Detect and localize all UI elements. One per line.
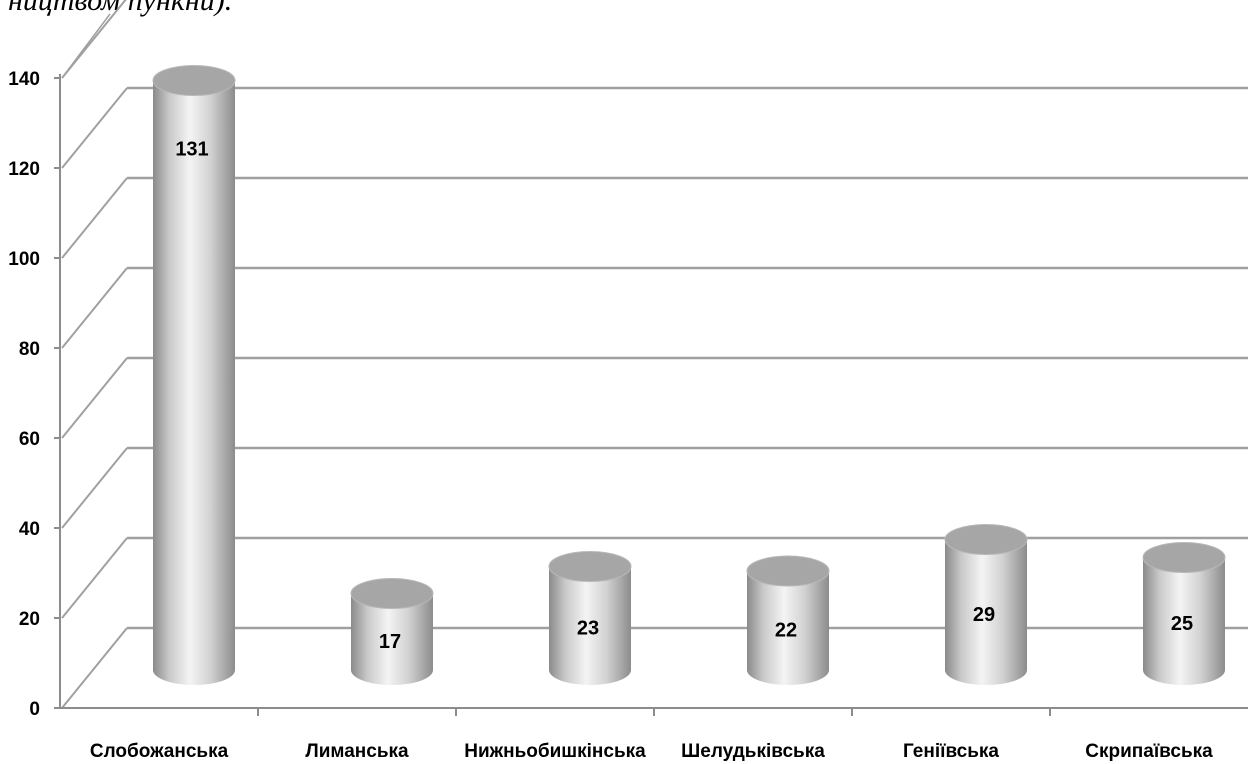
chart-labels: 0 20 40 60 80 100 120 140 131 Слобожанська 17 Лиман… xyxy=(8,69,1213,762)
bar-body xyxy=(945,539,1027,685)
y-tick-label: 0 xyxy=(29,699,40,720)
bar-1 xyxy=(152,65,236,685)
data-label: 23 xyxy=(577,617,599,639)
gridline-diagonal xyxy=(61,87,128,169)
chart-axes xyxy=(54,74,1248,716)
x-category-label: Скрипаївська xyxy=(1085,741,1213,762)
data-label: 131 xyxy=(175,139,208,161)
y-tick-label: 120 xyxy=(8,159,40,180)
y-tick-label: 100 xyxy=(8,249,40,270)
data-label: 25 xyxy=(1171,613,1193,635)
x-category-label: Нижньобишкінська xyxy=(464,741,646,762)
bar-top xyxy=(746,555,830,587)
gridline-diagonal xyxy=(61,357,128,439)
gridline-diagonal xyxy=(61,267,128,349)
bar-5 xyxy=(944,524,1028,685)
bar-body xyxy=(747,571,829,685)
bar-4 xyxy=(746,555,830,685)
heading-fragment: ництвом пункни). xyxy=(8,0,232,17)
y-tick-label: 40 xyxy=(19,519,40,540)
bar-top xyxy=(350,578,434,609)
bar-body xyxy=(351,593,433,685)
y-tick-label: 140 xyxy=(8,69,40,90)
gridline-diagonal xyxy=(61,447,128,529)
bar-body xyxy=(549,566,631,685)
bar-top xyxy=(944,524,1028,555)
x-category-label: Слобожанська xyxy=(90,741,229,762)
gridline-diagonal xyxy=(61,537,128,619)
x-category-label: Геніївська xyxy=(903,741,999,762)
bar-3 xyxy=(548,551,632,685)
bar-body xyxy=(153,80,235,685)
y-tick-label: 60 xyxy=(19,429,40,450)
y-tick-label: 80 xyxy=(19,339,40,360)
chart-bars xyxy=(152,65,1226,685)
data-label: 29 xyxy=(973,604,995,626)
bar-body xyxy=(1143,557,1225,685)
gridline-diagonal xyxy=(61,177,128,259)
bar-top xyxy=(152,65,236,96)
chart-grid xyxy=(61,0,1248,709)
bar-top xyxy=(1142,542,1226,573)
bar-2 xyxy=(350,578,434,685)
floor-diagonal xyxy=(61,627,128,709)
data-label: 17 xyxy=(379,631,401,653)
x-category-label: Лиманська xyxy=(305,741,409,762)
bar-top xyxy=(548,551,632,582)
bar-6 xyxy=(1142,542,1226,685)
x-category-label: Шелудьківська xyxy=(681,741,825,762)
wall-edge xyxy=(61,13,111,79)
data-label: 22 xyxy=(775,620,797,642)
y-tick-label: 20 xyxy=(19,609,40,630)
